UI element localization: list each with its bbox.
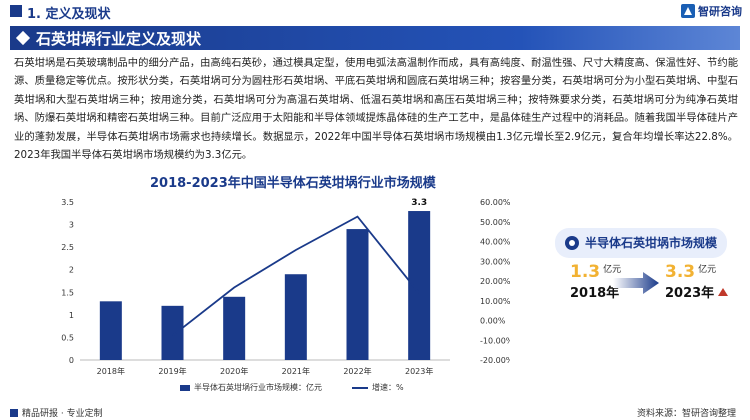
bar xyxy=(223,296,246,360)
y-right-tick-label: 60.00% xyxy=(480,198,510,207)
footer-left: 精品研报 · 专业定制 xyxy=(10,406,103,419)
kpi-to-year-row: 2023年 xyxy=(665,282,729,301)
y-left-tick-label: 1 xyxy=(69,311,74,320)
title-banner: 石英坩埚行业定义及现状 xyxy=(10,26,740,50)
kpi-to: 3.3 亿元 2023年 xyxy=(665,262,729,301)
chart-legend: 半导体石英坩埚行业市场规模：亿元 增速：% xyxy=(180,382,404,393)
x-tick-label: 2019年 xyxy=(158,366,186,376)
y-right-tick-label: 10.00% xyxy=(480,297,510,306)
y-right-tick-label: 50.00% xyxy=(480,218,510,227)
y-right-tick-label: -20.00% xyxy=(480,356,510,365)
x-tick-label: 2021年 xyxy=(282,366,310,376)
footer: 精品研报 · 专业定制 资料来源：智研咨询整理 xyxy=(0,404,750,420)
footer-source: 资料来源：智研咨询整理 xyxy=(636,409,736,419)
bar xyxy=(284,274,307,360)
y-right-tick-label: 40.00% xyxy=(480,238,510,247)
footer-left-text: 精品研报 · 专业定制 xyxy=(22,409,103,419)
side-panel-title: 半导体石英坩埚市场规模 xyxy=(585,236,718,250)
intro-paragraph: 石英坩埚是石英玻璃制品中的细分产品，由高纯石英砂，通过模具定型，使用电弧法高温制… xyxy=(14,57,738,162)
top-bar: 1. 定义及现状 智研咨询 xyxy=(0,0,750,24)
legend-line-swatch xyxy=(352,386,368,389)
brand-logo: 智研咨询 xyxy=(681,3,742,19)
y-right-tick-label: 0.00% xyxy=(480,317,506,326)
legend-line-label: 增速：% xyxy=(372,383,404,392)
growth-rate-line xyxy=(171,215,420,337)
y-left-tick-label: 0 xyxy=(69,356,74,365)
legend-bar-label: 半导体石英坩埚行业市场规模：亿元 xyxy=(194,383,322,392)
x-tick-label: 2022年 xyxy=(343,366,371,376)
section-square-icon xyxy=(10,5,22,17)
kpi-to-unit: 亿元 xyxy=(698,265,717,275)
diamond-icon xyxy=(15,30,31,46)
y-left-tick-label: 0.5 xyxy=(61,333,74,342)
y-left-tick-label: 3 xyxy=(69,221,74,230)
x-tick-label: 2023年 xyxy=(405,366,433,376)
legend-bar-swatch xyxy=(180,384,190,391)
side-panel-header: 半导体石英坩埚市场规模 xyxy=(555,228,727,258)
brand-mark-icon xyxy=(681,4,695,18)
target-icon xyxy=(565,236,579,250)
y-right-tick-label: 20.00% xyxy=(480,277,510,286)
data-label: 3.3 xyxy=(411,198,427,208)
y-left-tick-label: 2 xyxy=(69,266,74,275)
y-right-tick-label: 30.00% xyxy=(480,257,510,266)
kpi-from: 1.3 亿元 2018年 xyxy=(570,262,621,301)
brand-name: 智研咨询 xyxy=(698,5,742,18)
legend-item-line: 增速：% xyxy=(352,382,404,393)
x-tick-label: 2020年 xyxy=(220,366,248,376)
kpi-from-year: 2018年 xyxy=(570,286,620,301)
kpi-to-value: 3.3 xyxy=(665,262,696,282)
y-right-tick-label: -10.00% xyxy=(480,336,510,345)
y-left-tick-label: 2.5 xyxy=(61,243,74,252)
legend-item-bar: 半导体石英坩埚行业市场规模：亿元 xyxy=(180,382,322,393)
bar xyxy=(408,211,431,360)
kpi-from-unit: 亿元 xyxy=(603,265,622,275)
banner-title: 石英坩埚行业定义及现状 xyxy=(36,30,202,48)
footer-square-icon xyxy=(10,408,18,417)
up-arrow-icon xyxy=(718,288,729,296)
chart-title: 2018-2023年中国半导体石英坩埚行业市场规模 xyxy=(150,176,436,191)
progress-arrow-icon xyxy=(613,272,659,294)
chart-container: 2018-2023年中国半导体石英坩埚行业市场规模 0 0.5 1 1.5 2 2.5 3 3… xyxy=(50,170,514,400)
kpi-to-year: 2023年 xyxy=(665,286,715,301)
section-title: 1. 定义及现状 xyxy=(27,7,111,22)
bar xyxy=(161,305,184,360)
y-left-tick-label: 1.5 xyxy=(61,288,74,297)
x-tick-label: 2018年 xyxy=(97,366,125,376)
bar xyxy=(346,229,369,360)
market-size-chart: 0 0.5 1 1.5 2 2.5 3 3.5 -20.00% -10.00% 0.00% 10.00… xyxy=(61,198,514,376)
kpi-from-value: 1.3 xyxy=(570,262,601,282)
y-left-tick-label: 3.5 xyxy=(61,198,74,207)
bar xyxy=(99,301,122,360)
